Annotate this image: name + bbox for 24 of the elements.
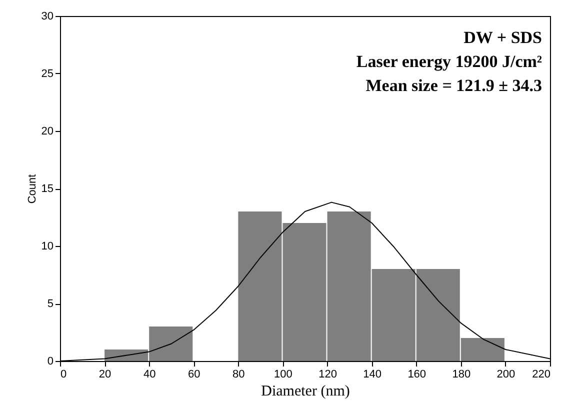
y-tick-label: 25 — [41, 68, 54, 80]
x-tick-label: 120 — [318, 368, 337, 380]
y-tick-label: 10 — [41, 240, 54, 252]
x-tick-label: 140 — [363, 368, 382, 380]
x-tick-label: 80 — [232, 368, 245, 380]
x-tick-label: 100 — [274, 368, 292, 380]
annotation: Mean size = 121.9 ± 34.3 — [366, 76, 542, 95]
y-tick-label: 15 — [41, 183, 54, 195]
x-tick-label: 180 — [452, 368, 471, 380]
y-tick-label: 5 — [47, 298, 54, 310]
x-tick-label: 200 — [496, 368, 516, 380]
annotation: Laser energy 19200 J/cm² — [356, 52, 542, 71]
x-tick-label: 60 — [188, 368, 200, 380]
x-tick-label: 220 — [532, 368, 550, 380]
y-tick-label: 30 — [41, 10, 54, 22]
x-tick-label: 40 — [143, 368, 156, 380]
y-tick-label: 20 — [41, 126, 54, 138]
x-tick-label: 160 — [408, 368, 426, 380]
annotation: DW + SDS — [464, 28, 542, 47]
y-axis-title: Count — [26, 174, 38, 204]
x-tick-label: 0 — [60, 368, 67, 380]
y-tick-label: 0 — [47, 356, 54, 368]
x-tick-label: 20 — [98, 368, 112, 380]
x-axis-title: Diameter (nm) — [261, 384, 350, 400]
